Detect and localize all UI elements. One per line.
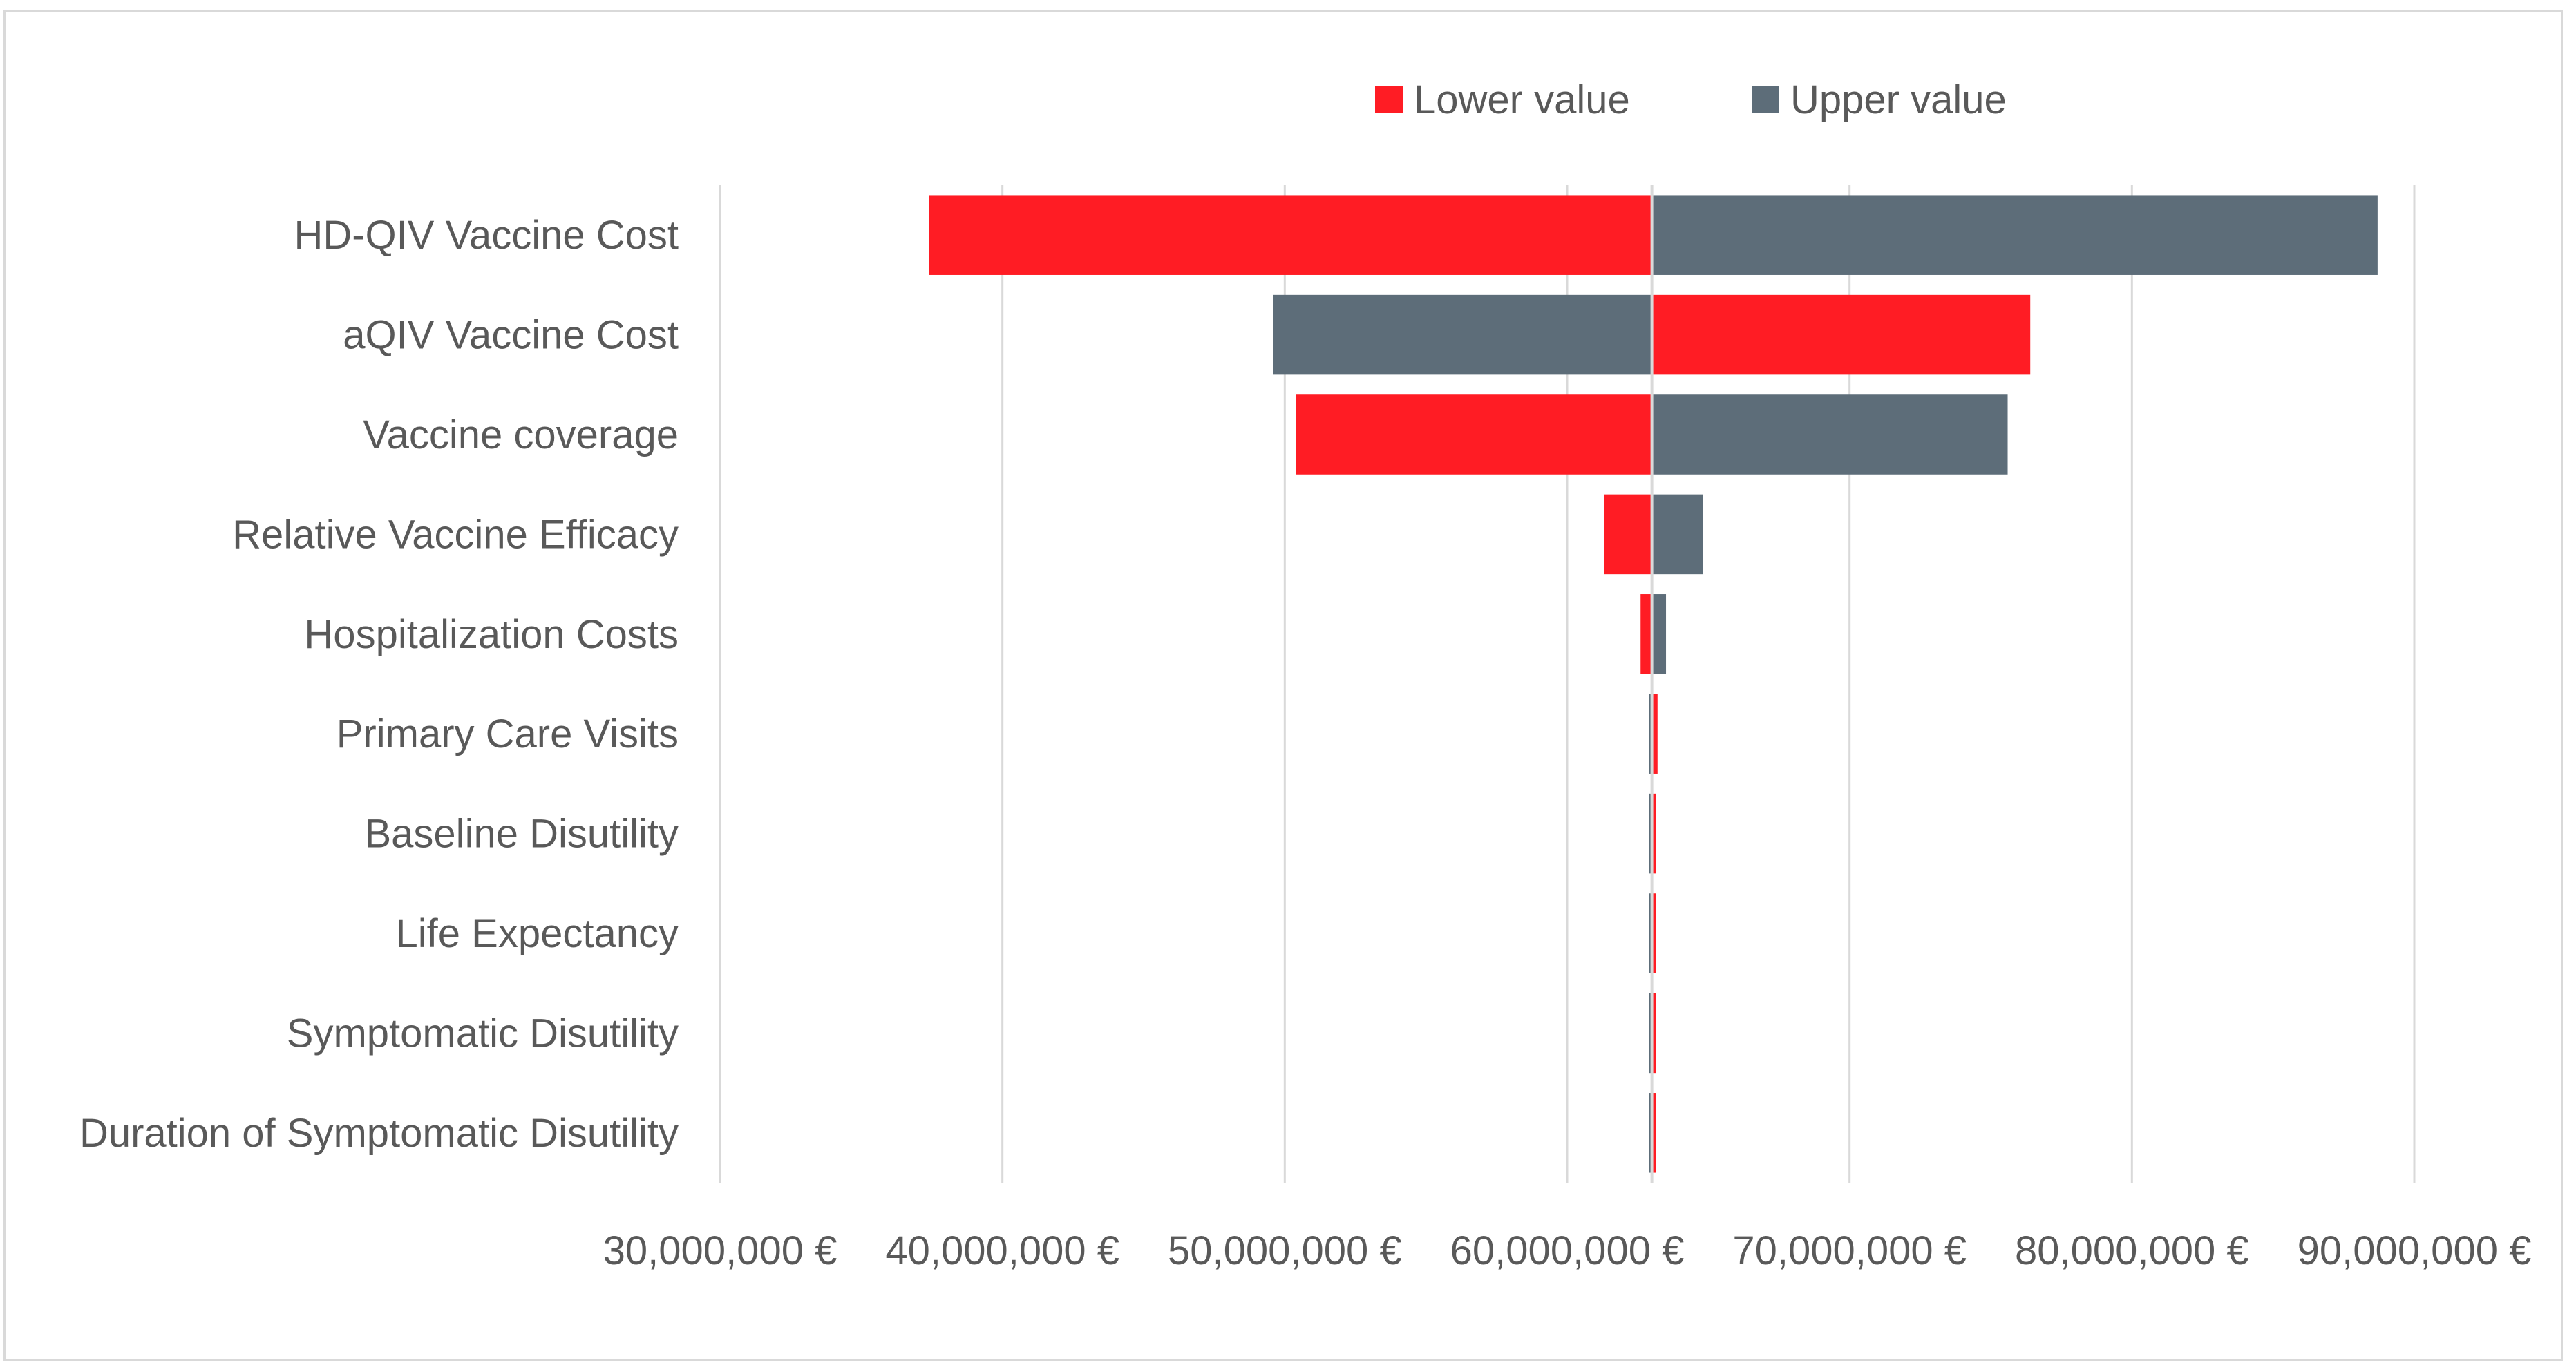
legend-swatch [1752, 86, 1779, 113]
x-tick-label: 60,000,000 € [1450, 1228, 1685, 1273]
bar-upper [1273, 294, 1652, 375]
bar-lower [1604, 494, 1652, 575]
legend-label: Lower value [1414, 77, 1630, 122]
x-tick-label: 30,000,000 € [603, 1228, 837, 1273]
bar-lower [1651, 793, 1656, 874]
bar-upper [1649, 1093, 1652, 1173]
category-label: HD-QIV Vaccine Cost [294, 213, 679, 258]
bar-lower [1651, 294, 2031, 375]
category-label: Hospitalization Costs [304, 612, 679, 657]
bar-lower [1651, 893, 1656, 973]
legend: Lower value Upper value [1375, 77, 2007, 122]
bar-lower [1640, 594, 1652, 674]
x-tick-label: 50,000,000 € [1168, 1228, 1402, 1273]
category-label: Primary Care Visits [337, 712, 679, 756]
legend-swatch [1375, 86, 1403, 113]
category-label: Symptomatic Disutility [287, 1011, 679, 1056]
bar-lower [929, 195, 1652, 275]
bar-upper [1649, 694, 1652, 774]
bar-upper [1649, 993, 1652, 1074]
category-label: Relative Vaccine Efficacy [232, 512, 679, 557]
x-tick-labels: 30,000,000 € 40,000,000 € 50,000,000 € 60,0… [603, 1228, 2532, 1273]
category-label: Baseline Disutility [364, 812, 679, 857]
bar-upper [1651, 195, 2378, 275]
bar-upper [1651, 594, 1667, 674]
bar-lower [1296, 394, 1652, 475]
category-labels: HD-QIV Vaccine Cost aQIV Vaccine Cost Vacc… [79, 213, 679, 1156]
bar-lower [1651, 1093, 1656, 1173]
category-label: aQIV Vaccine Cost [343, 313, 679, 358]
bars [929, 195, 2378, 1173]
category-label: Vaccine coverage [363, 412, 679, 457]
bar-upper [1651, 394, 2008, 475]
bar-upper [1651, 494, 1703, 575]
x-tick-label: 90,000,000 € [2298, 1228, 2532, 1273]
x-tick-label: 80,000,000 € [2015, 1228, 2249, 1273]
category-label: Duration of Symptomatic Disutility [79, 1111, 679, 1156]
x-tick-label: 70,000,000 € [1732, 1228, 1967, 1273]
bar-upper [1649, 793, 1652, 874]
bar-lower [1651, 694, 1658, 774]
bar-lower [1651, 993, 1656, 1074]
category-label: Life Expectancy [396, 911, 679, 956]
bar-upper [1649, 893, 1652, 973]
legend-label: Upper value [1790, 77, 2007, 122]
x-tick-label: 40,000,000 € [885, 1228, 1119, 1273]
